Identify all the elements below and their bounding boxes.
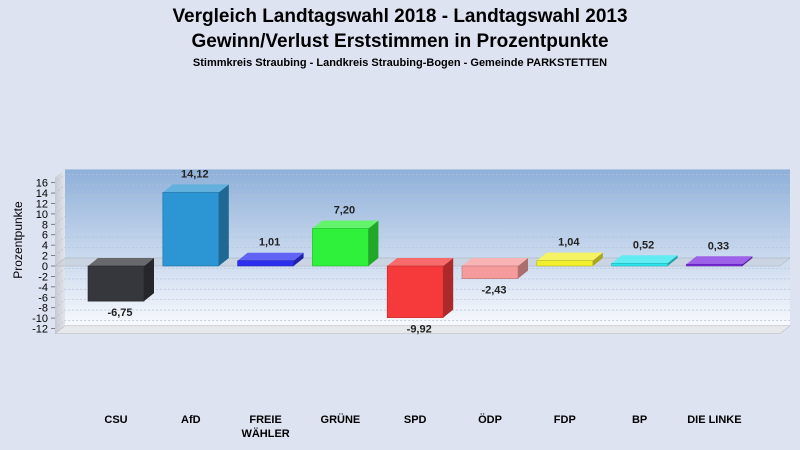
plot-side-wall <box>55 169 65 334</box>
x-tick-label: FREIE <box>249 414 281 426</box>
bar-top <box>162 184 229 193</box>
bar-top <box>462 258 528 266</box>
bar-side <box>667 255 678 266</box>
gridline <box>54 309 790 319</box>
bar-top <box>686 256 753 265</box>
gridline <box>54 278 790 288</box>
gridline <box>54 320 790 329</box>
y-tick-label: 10 <box>36 209 48 221</box>
y-tick-label: -10 <box>32 313 48 325</box>
bar-side <box>144 258 154 302</box>
bar-side <box>293 252 304 266</box>
x-tick-label: AfD <box>181 414 201 426</box>
gridline <box>54 205 790 215</box>
bar-side <box>368 220 379 266</box>
plot-floor <box>54 325 791 335</box>
bar <box>536 260 594 267</box>
y-tick-label: 8 <box>42 219 48 231</box>
chart-title-block: Vergleich Landtagswahl 2018 - Landtagswa… <box>0 0 800 69</box>
x-tick-label: DIE LINKE <box>687 414 741 426</box>
bar <box>611 262 668 267</box>
y-tick-label: 16 <box>36 178 48 190</box>
bar-side <box>592 252 603 266</box>
y-tick-label: 4 <box>42 240 48 252</box>
y-tick-label: -2 <box>38 271 48 283</box>
y-tick-label: 14 <box>36 188 48 200</box>
data-label: -2,43 <box>481 285 506 297</box>
gridline <box>54 174 790 183</box>
bar-side <box>218 184 229 266</box>
gridline <box>54 195 790 204</box>
bar <box>686 263 743 267</box>
x-tick-label: GRÜNE <box>321 413 361 426</box>
y-tick-label: 2 <box>42 251 48 263</box>
bar-side <box>443 258 454 318</box>
bar-top <box>387 258 454 266</box>
x-tick-label: BP <box>632 414 647 426</box>
bar-top <box>237 252 304 261</box>
bar <box>461 265 519 279</box>
y-tick-label: 12 <box>36 198 48 210</box>
bar-top <box>536 252 603 261</box>
x-tick-label: FDP <box>554 414 576 426</box>
chart-title: Vergleich Landtagswahl 2018 - Landtagswa… <box>172 6 628 27</box>
bar <box>386 265 444 318</box>
gridline <box>54 215 790 225</box>
x-tick-label: CSU <box>104 414 127 426</box>
gridline <box>54 268 790 277</box>
gridline <box>54 247 790 256</box>
bar-top <box>88 258 154 266</box>
gridline <box>54 299 790 308</box>
data-label: 0,52 <box>633 239 654 251</box>
data-label: -6,75 <box>107 307 132 319</box>
y-tick-label: -6 <box>38 292 48 304</box>
bar <box>87 265 145 302</box>
data-label: 0,33 <box>708 240 729 252</box>
data-label: 14,12 <box>181 168 209 180</box>
y-tick-label: 0 <box>42 261 48 273</box>
gridline <box>54 226 790 236</box>
y-tick-label: -12 <box>32 324 48 336</box>
bar <box>162 192 220 267</box>
bar <box>237 260 294 267</box>
y-tick-label: -8 <box>38 303 48 315</box>
x-tick-label: ÖDP <box>478 413 502 426</box>
bar-top <box>611 255 678 264</box>
data-label: -9,92 <box>407 324 432 336</box>
bar-side <box>742 256 753 266</box>
y-tick-label: 6 <box>42 230 48 242</box>
chart-subtitle: Stimmkreis Straubing - Landkreis Straubi… <box>192 57 608 69</box>
y-tick-label: -4 <box>38 282 48 294</box>
gridline <box>54 184 790 194</box>
data-label: 1,01 <box>259 237 280 249</box>
x-tick-label: WÄHLER <box>241 427 289 440</box>
data-label: 1,04 <box>558 237 580 249</box>
data-label: 7,20 <box>334 204 355 216</box>
bar <box>312 228 369 267</box>
chart-subtitle-main: Gewinn/Verlust Erststimmen in Prozentpun… <box>191 31 609 52</box>
gridline <box>54 288 790 298</box>
gridline <box>54 236 790 246</box>
bar-top <box>312 220 379 229</box>
bar-side <box>518 258 528 279</box>
x-tick-label: SPD <box>404 414 427 426</box>
